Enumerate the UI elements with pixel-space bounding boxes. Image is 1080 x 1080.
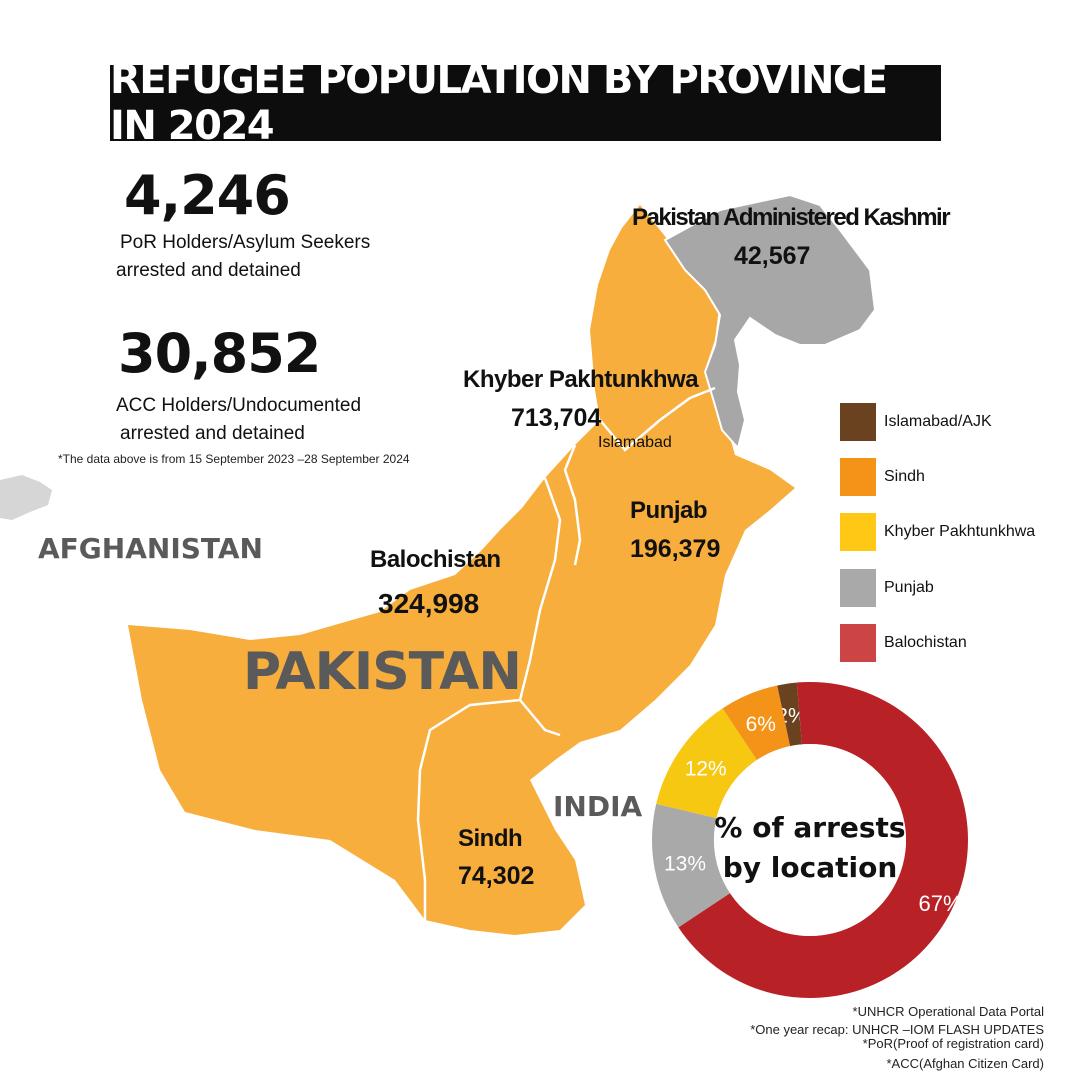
balochistan-name: Balochistan bbox=[370, 546, 501, 573]
border-sindh-punjab bbox=[519, 699, 561, 737]
pakistan-shape bbox=[128, 205, 795, 935]
balochistan-value: 324,998 bbox=[378, 588, 480, 619]
border-kp-punjab bbox=[599, 386, 716, 452]
stat-por-value: 4,246 bbox=[124, 164, 291, 227]
source-por-note: *PoR(Proof of registration card) bbox=[862, 1036, 1044, 1051]
legend-item-sindh: Sindh bbox=[840, 458, 925, 496]
legend-label-balochistan: Balochistan bbox=[884, 634, 967, 651]
border-sindh bbox=[416, 698, 521, 920]
stats-date-note: *The data above is from 15 September 202… bbox=[58, 452, 410, 466]
legend-label-khyber-pakhtunkhwa: Khyber Pakhtunkhwa bbox=[884, 523, 1036, 540]
sindh-name: Sindh bbox=[458, 825, 523, 852]
legend-item-islamabad-ajk: Islamabad/AJK bbox=[840, 403, 992, 441]
stat-por-line1: PoR Holders/Asylum Seekers bbox=[120, 232, 371, 253]
donut-title-line2: by location bbox=[722, 851, 898, 884]
kp-value: 713,704 bbox=[511, 404, 602, 432]
kashmir-name: Pakistan Administered Kashmir bbox=[632, 204, 951, 231]
sindh-value: 74,302 bbox=[458, 862, 535, 890]
neighbor-land-shape bbox=[0, 475, 52, 520]
legend-item-balochistan: Balochistan bbox=[840, 624, 967, 662]
legend-label-punjab: Punjab bbox=[884, 579, 934, 596]
kashmir-shape bbox=[663, 193, 877, 451]
legend-swatch-balochistan bbox=[840, 624, 876, 662]
province-borders bbox=[416, 386, 716, 920]
donut-center-title: % of arrests by location bbox=[700, 808, 920, 888]
legend-swatch-khyber-pakhtunkhwa bbox=[840, 513, 876, 551]
legend-swatch-islamabad-ajk bbox=[840, 403, 876, 441]
legend-swatch-sindh bbox=[840, 458, 876, 496]
border-kp-west bbox=[563, 444, 582, 566]
page-title-text: REFUGEE POPULATION BY PROVINCE IN 2024 bbox=[110, 57, 888, 149]
legend-swatch-punjab bbox=[840, 569, 876, 607]
page-title: REFUGEE POPULATION BY PROVINCE IN 2024 bbox=[110, 57, 941, 149]
stat-acc-line2: arrested and detained bbox=[120, 423, 305, 444]
islamabad-label: Islamabad bbox=[598, 434, 672, 451]
pakistan-label: PAKISTAN bbox=[243, 642, 522, 702]
punjab-value: 196,379 bbox=[630, 535, 721, 563]
india-label: INDIA bbox=[553, 790, 643, 823]
source-acc-note: *ACC(Afghan Citizen Card) bbox=[886, 1056, 1044, 1071]
stat-por-line2: arrested and detained bbox=[116, 260, 301, 281]
afghanistan-label: AFGHANISTAN bbox=[38, 532, 263, 565]
source-unhcr-portal: *UNHCR Operational Data Portal bbox=[852, 1004, 1044, 1019]
legend-item-khyber-pakhtunkhwa: Khyber Pakhtunkhwa bbox=[840, 513, 1035, 551]
legend-item-punjab: Punjab bbox=[840, 569, 934, 607]
kp-name: Khyber Pakhtunkhwa bbox=[463, 366, 699, 393]
border-balochistan-punjab bbox=[518, 477, 562, 701]
legend-label-sindh: Sindh bbox=[884, 468, 925, 485]
stat-acc-value: 30,852 bbox=[118, 322, 321, 385]
punjab-name: Punjab bbox=[630, 497, 708, 524]
stat-acc-line1: ACC Holders/Undocumented bbox=[116, 395, 362, 416]
donut-title-line1: % of arrests bbox=[714, 811, 906, 844]
kashmir-value: 42,567 bbox=[734, 242, 811, 270]
legend-label-islamabad-ajk: Islamabad/AJK bbox=[884, 413, 992, 430]
source-flash-updates: *One year recap: UNHCR –IOM FLASH UPDATE… bbox=[750, 1022, 1044, 1037]
